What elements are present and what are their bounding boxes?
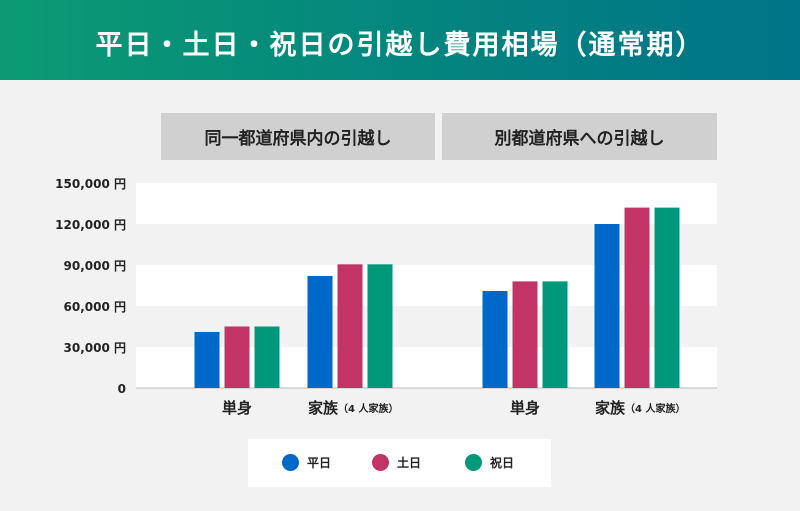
y-tick-label: 60,000 円 <box>64 300 127 314</box>
grid-band <box>136 265 717 306</box>
y-tick-label: 120,000 円 <box>55 218 126 232</box>
group-header-other-prefecture: 別都道府県への引越し <box>442 113 717 160</box>
group-header-same-prefecture: 同一都道府県内の引越し <box>161 113 435 160</box>
legend-marker-weekday <box>282 454 299 471</box>
bar <box>367 264 393 388</box>
y-tick-label: 30,000 円 <box>64 341 127 355</box>
bar <box>224 326 250 388</box>
legend-label-weekday: 平日 <box>307 456 332 470</box>
legend-item-holiday: 祝日 <box>465 454 514 471</box>
legend-label-holiday: 祝日 <box>490 456 515 470</box>
y-tick-label: 0 <box>118 382 126 396</box>
x-category-label: 単身 <box>510 399 540 417</box>
x-category-sublabel: （4 人家族） <box>625 402 685 415</box>
bar-chart: 150,000 円 120,000 円 90,000 円 60,000 円 30,000… <box>55 177 717 417</box>
bar <box>542 281 568 388</box>
bar <box>654 207 680 388</box>
x-category-label: 家族 <box>308 399 339 417</box>
bar <box>254 326 280 388</box>
page-title: 平日・土日・祝日の引越し費用相場（通常期） <box>95 30 705 61</box>
bar <box>594 224 620 388</box>
x-category-label: 家族 <box>595 399 626 417</box>
legend-item-weekday: 平日 <box>282 454 331 471</box>
legend: 平日 土日 祝日 <box>248 439 551 487</box>
bar <box>194 331 220 388</box>
legend-label-weekend: 土日 <box>397 456 422 470</box>
bar <box>512 281 538 388</box>
bar <box>624 207 650 388</box>
bar <box>337 264 363 388</box>
title-banner: 平日・土日・祝日の引越し費用相場（通常期） <box>0 0 800 80</box>
x-category-sublabel: （4 人家族） <box>338 402 398 415</box>
x-category-label: 単身 <box>222 399 252 417</box>
bar <box>307 275 333 388</box>
legend-marker-holiday <box>465 454 482 471</box>
legend-item-weekend: 土日 <box>372 454 421 471</box>
legend-marker-weekend <box>372 454 389 471</box>
bar <box>482 290 508 388</box>
grid-band <box>136 183 717 224</box>
y-tick-label: 90,000 円 <box>64 259 127 273</box>
y-tick-label: 150,000 円 <box>55 177 126 191</box>
